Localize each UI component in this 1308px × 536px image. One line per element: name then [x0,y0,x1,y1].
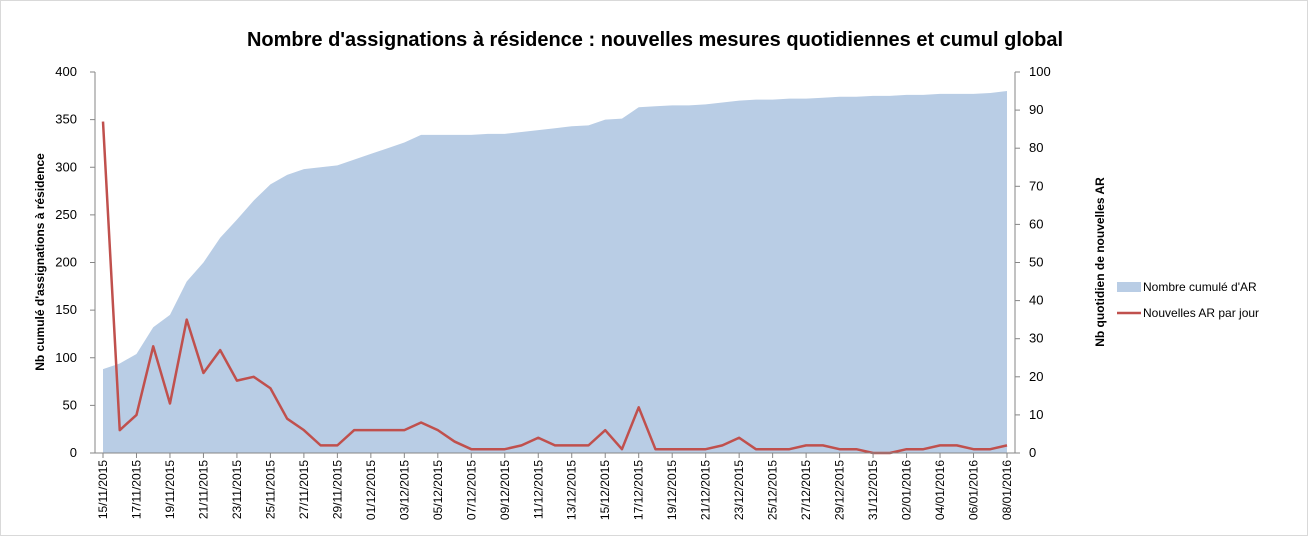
y2-tick-label: 60 [1029,216,1043,231]
y-tick-label: 300 [55,159,77,174]
x-tick-label: 17/12/2015 [632,460,646,520]
x-tick-label: 27/12/2015 [799,460,813,520]
x-tick-label: 15/12/2015 [598,460,612,520]
y-tick-label: 150 [55,302,77,317]
y-axis-title: Nb cumulé d'assignations à résidence [33,153,47,371]
x-tick-label: 25/11/2015 [263,460,277,519]
y2-tick-label: 40 [1029,293,1043,308]
x-tick-label: 07/12/2015 [464,460,478,520]
x-tick-label: 13/12/2015 [565,460,579,520]
area [103,91,1007,454]
y2-tick-label: 0 [1029,445,1036,460]
y2-tick-label: 20 [1029,369,1043,384]
legend-swatch [1117,282,1141,292]
x-tick-label: 15/11/2015 [96,460,110,519]
y-tick-label: 50 [63,397,77,412]
y2-tick-label: 70 [1029,178,1043,193]
y-tick-label: 200 [55,255,77,270]
x-tick-label: 21/11/2015 [196,460,210,519]
y-tick-label: 350 [55,112,77,127]
x-tick-label: 19/11/2015 [163,460,177,519]
x-tick-label: 09/12/2015 [498,460,512,520]
x-tick-label: 29/12/2015 [833,460,847,520]
line [101,121,1008,455]
y2-tick-label: 80 [1029,140,1043,155]
y-tick-label: 0 [70,445,77,460]
y2-tick-label: 30 [1029,331,1043,346]
y-tick-label: 100 [55,350,77,365]
x-tick-label: 19/12/2015 [665,460,679,520]
y2-tick-label: 10 [1029,407,1043,422]
x-tick-label: 03/12/2015 [397,460,411,520]
legend-label: Nombre cumulé d'AR [1143,280,1257,294]
x-tick-label: 29/11/2015 [330,460,344,519]
x-tick-label: 02/01/2016 [900,460,914,520]
y2-tick-label: 50 [1029,255,1043,270]
y2-axis-title: Nb quotidien de nouvelles AR [1093,177,1107,347]
x-tick-label: 06/01/2016 [967,460,981,520]
x-tick-label: 27/11/2015 [297,460,311,519]
legend-label: Nouvelles AR par jour [1143,306,1259,320]
x-tick-label: 04/01/2016 [933,460,947,520]
y2-tick-label: 90 [1029,102,1043,117]
x-tick-label: 31/12/2015 [866,460,880,520]
y-tick-label: 250 [55,207,77,222]
x-tick-label: 17/11/2015 [129,460,143,519]
x-tick-label: 08/01/2016 [1000,460,1014,520]
y2-tick-label: 100 [1029,64,1051,79]
x-tick-label: 05/12/2015 [431,460,445,520]
x-tick-label: 21/12/2015 [699,460,713,520]
x-tick-label: 23/12/2015 [732,460,746,520]
x-tick-label: 25/12/2015 [766,460,780,520]
x-tick-label: 01/12/2015 [364,460,378,520]
chart-title: Nombre d'assignations à résidence : nouv… [247,29,1063,51]
x-tick-label: 11/12/2015 [531,460,545,519]
x-tick-label: 23/11/2015 [230,460,244,519]
y-tick-label: 400 [55,64,77,79]
